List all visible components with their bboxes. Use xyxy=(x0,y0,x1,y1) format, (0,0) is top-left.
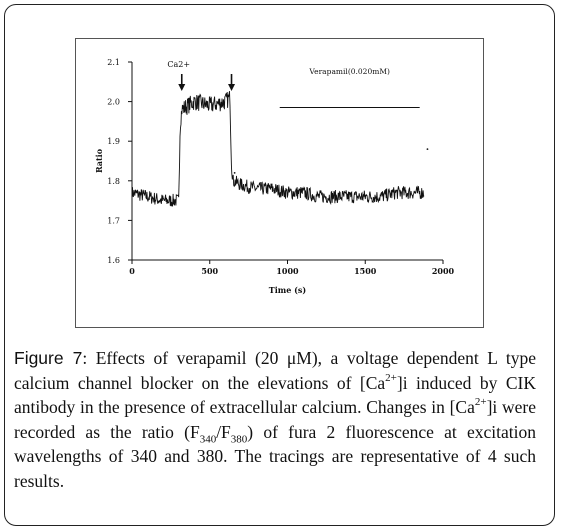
caption-text-4: /F xyxy=(216,421,231,442)
y-tick-label: 1.6 xyxy=(107,256,120,265)
y-tick-label: 1.7 xyxy=(107,216,120,225)
caption-text-1: : Effects of verapamil (20 μM), a voltag… xyxy=(14,348,536,393)
ratio-time-chart: 1.6 1.7 1.8 1.9 2.0 2.1 0 500 1000 1500 2000 Time (… xyxy=(94,58,455,295)
caption-sub-2: 380 xyxy=(230,433,248,446)
verapamil-annotation: Verapamil(0.020mM) xyxy=(308,67,390,76)
x-tick-label: 0 xyxy=(129,266,135,276)
figure-label: Figure 7 xyxy=(14,348,83,368)
ratio-trace xyxy=(131,91,425,207)
stray-dot xyxy=(233,171,236,174)
y-tick-label: 2.0 xyxy=(107,98,120,107)
y-tick-label: 2.1 xyxy=(107,58,120,67)
y-tick-label: 1.9 xyxy=(107,137,120,146)
y-axis-label: Ratio xyxy=(94,148,104,173)
arrow-head xyxy=(228,84,236,91)
chart-panel: 1.6 1.7 1.8 1.9 2.0 2.1 0 500 1000 1500 2000 Time (… xyxy=(75,38,484,328)
x-tick-label: 1000 xyxy=(276,266,299,276)
stray-dot xyxy=(426,148,429,151)
x-axis-label: Time (s) xyxy=(269,285,307,295)
caption-sup-2: 2+ xyxy=(474,396,487,409)
caption-text-5: ) of fura 2 fluorescence at excitation w… xyxy=(14,421,536,491)
x-tick-label: 500 xyxy=(201,266,218,276)
x-tick-label: 2000 xyxy=(432,266,455,276)
y-tick-label: 1.8 xyxy=(107,177,120,186)
caption-text-3: ]i were recorded as the ratio (F xyxy=(14,397,536,442)
figure-caption: Figure 7: Effects of verapamil (20 μM), … xyxy=(14,346,536,494)
x-tick-label: 1500 xyxy=(354,266,377,276)
caption-sub-1: 340 xyxy=(199,433,217,446)
arrow-head xyxy=(178,84,186,91)
caption-text-2: ]i induced by CIK antibody in the presen… xyxy=(14,372,536,418)
ca-annotation: Ca2+ xyxy=(167,60,190,69)
caption-sup-1: 2+ xyxy=(385,371,397,384)
